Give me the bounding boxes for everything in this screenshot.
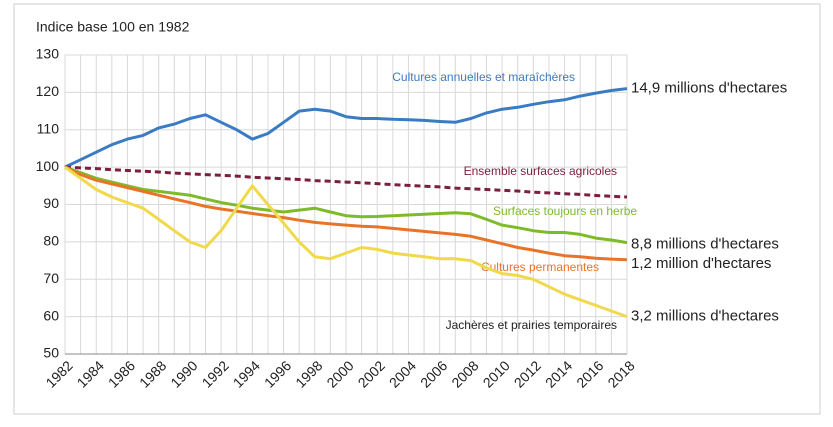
x-tick-label: 1988 [136,357,169,390]
x-tick-label: 1996 [261,357,294,390]
x-tick-label: 1994 [230,357,263,390]
series-line [64,165,628,245]
x-tick-label: 1992 [199,357,232,390]
x-tick-label: 2018 [604,357,637,390]
x-tick-label: 2008 [448,357,481,390]
x-tick-label: 2006 [417,357,450,390]
series-label: Jachères et prairies temporaires [446,318,617,332]
x-tick-label: 1982 [42,357,75,390]
series-line [64,165,628,262]
end-label: 14,9 millions d'hectares [631,80,787,97]
x-tick-label: 2016 [573,357,606,390]
x-tick-label: 2010 [480,357,513,390]
y-tick-label: 50 [43,345,59,361]
y-tick-label: 70 [43,270,59,286]
end-label: 1,2 million d'hectares [631,255,771,272]
end-label: 3,2 millions d'hectares [631,308,779,325]
frame [13,3,821,415]
series-label: Surfaces toujours en herbe [493,204,637,218]
x-tick-label: 2012 [511,357,544,390]
x-tick-label: 2000 [323,357,356,390]
y-tick-label: 60 [43,307,59,323]
x-tick-label: 1990 [167,357,200,390]
series-line [64,165,628,319]
y-tick-label: 100 [36,158,60,174]
x-tick-label: 1986 [105,357,138,390]
y-tick-label: 90 [43,195,59,211]
x-tick-label: 1984 [74,357,107,390]
end-label: 8,8 millions d'hectares [631,236,779,253]
series-label: Cultures permanentes [481,260,599,274]
y-tick-label: 80 [43,233,59,249]
series-label: Ensemble surfaces agricoles [464,164,617,178]
y-tick-label: 120 [36,83,60,99]
x-tick-label: 1998 [292,357,325,390]
x-tick-label: 2002 [355,357,388,390]
y-tick-label: 110 [37,120,60,136]
y-axis-label: Indice base 100 en 1982 [36,19,190,35]
series-line [64,165,628,199]
series-line [64,87,628,169]
y-tick-label: 130 [36,46,60,62]
series-label: Cultures annuelles et maraîchères [392,70,575,84]
x-tick-label: 2014 [542,357,575,390]
x-tick-label: 2004 [386,357,419,390]
